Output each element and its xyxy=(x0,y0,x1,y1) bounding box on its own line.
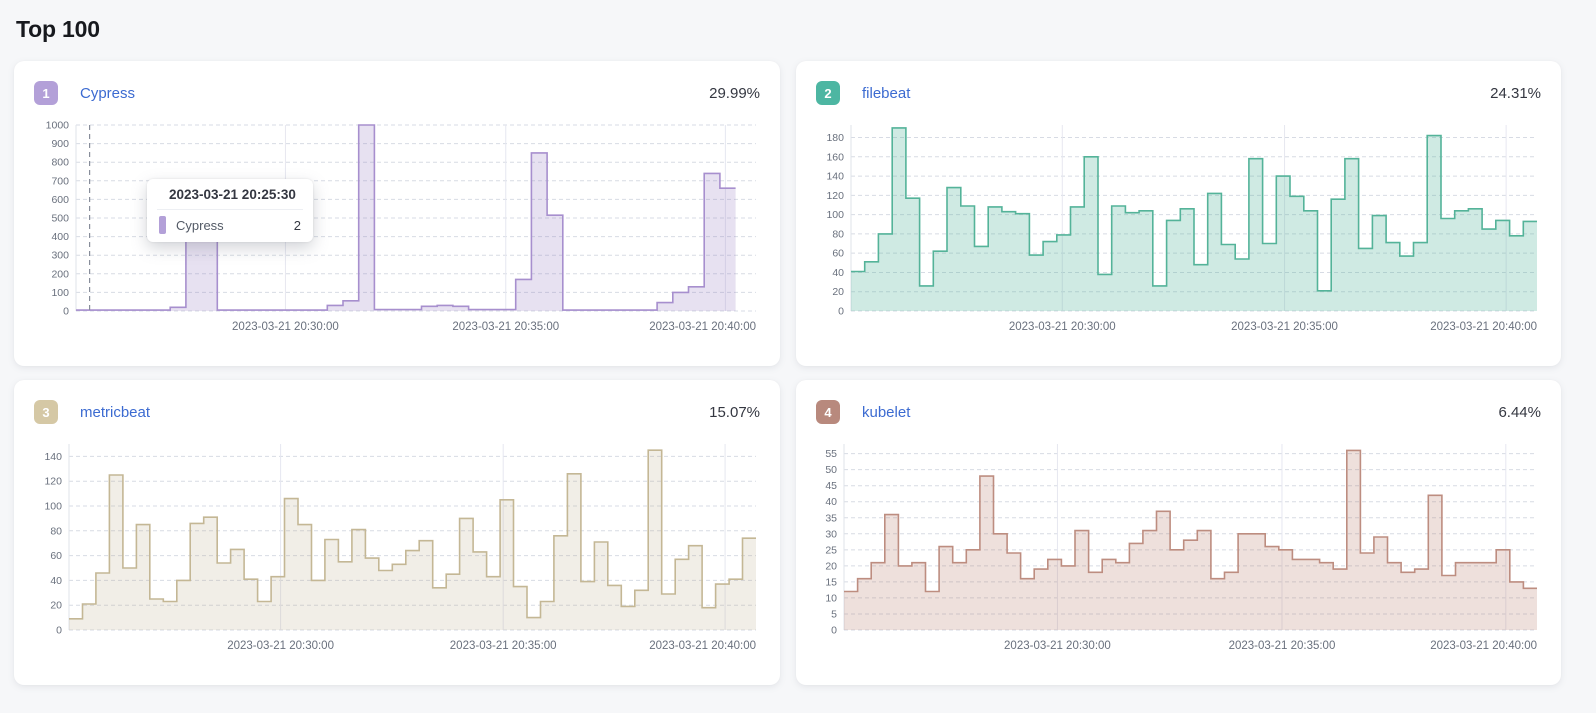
percent-value: 6.44% xyxy=(1498,403,1541,421)
chart-card-cypress: 1 Cypress 29.99% 0 100 200 300 400 500 600 700 8… xyxy=(14,61,780,366)
svg-text:2023-03-21 20:30:00: 2023-03-21 20:30:00 xyxy=(232,321,339,333)
series-link[interactable]: kubelet xyxy=(862,403,911,421)
svg-text:100: 100 xyxy=(44,501,62,513)
svg-text:60: 60 xyxy=(50,550,62,562)
svg-text:80: 80 xyxy=(50,525,62,537)
svg-text:2023-03-21 20:35:00: 2023-03-21 20:35:00 xyxy=(1229,640,1336,652)
svg-text:0: 0 xyxy=(838,306,844,318)
svg-text:40: 40 xyxy=(50,575,62,587)
svg-text:5: 5 xyxy=(831,608,837,620)
svg-text:2023-03-21 20:30:00: 2023-03-21 20:30:00 xyxy=(1004,640,1111,652)
svg-text:2023-03-21 20:40:00: 2023-03-21 20:40:00 xyxy=(1430,640,1537,652)
chart-tooltip: 2023-03-21 20:25:30 Cypress 2 xyxy=(147,179,313,242)
svg-text:2023-03-21 20:40:00: 2023-03-21 20:40:00 xyxy=(1430,321,1537,333)
card-header: 2 filebeat 24.31% xyxy=(816,79,1541,107)
chart-card-kubelet: 4 kubelet 6.44% 0 5 10 15 20 25 30 35 40 45 50 55 20… xyxy=(796,380,1561,685)
svg-text:0: 0 xyxy=(831,625,837,637)
chart-card-metricbeat: 3 metricbeat 15.07% 0 20 40 60 80 100 120 140 20… xyxy=(14,380,780,685)
series-link[interactable]: Cypress xyxy=(80,84,136,102)
svg-text:2023-03-21 20:40:00: 2023-03-21 20:40:00 xyxy=(649,321,756,333)
svg-text:500: 500 xyxy=(51,213,69,225)
series-color-marker xyxy=(159,216,166,234)
percent-value: 24.31% xyxy=(1490,84,1541,102)
svg-text:30: 30 xyxy=(825,528,837,540)
page-title: Top 100 xyxy=(16,16,100,42)
chart-area[interactable]: 0 20 40 60 80 100 120 140 2023-03-21 20:30:00 202… xyxy=(34,438,760,656)
svg-text:100: 100 xyxy=(51,287,69,299)
rank-badge: 1 xyxy=(34,81,58,105)
svg-text:120: 120 xyxy=(826,190,844,202)
svg-text:15: 15 xyxy=(825,576,837,588)
svg-text:300: 300 xyxy=(51,250,69,262)
chart-area[interactable]: 0 100 200 300 400 500 600 700 800 900 1000 2023-03-… xyxy=(34,119,760,337)
svg-text:45: 45 xyxy=(825,480,837,492)
svg-text:160: 160 xyxy=(826,151,844,163)
tooltip-series-name: Cypress xyxy=(176,217,224,233)
card-header: 4 kubelet 6.44% xyxy=(816,398,1541,426)
svg-text:180: 180 xyxy=(826,132,844,144)
svg-text:35: 35 xyxy=(825,512,837,524)
series-link[interactable]: metricbeat xyxy=(80,403,151,421)
card-header: 1 Cypress 29.99% xyxy=(34,79,760,107)
series-link[interactable]: filebeat xyxy=(862,84,911,102)
step-area-chart: 0 20 40 60 80 100 120 140 2023-03-21 20:30:00 202… xyxy=(44,444,756,652)
svg-text:20: 20 xyxy=(50,600,62,612)
svg-text:120: 120 xyxy=(44,476,62,488)
cards-grid: 1 Cypress 29.99% 0 100 200 300 400 500 600 700 8… xyxy=(14,61,1561,685)
svg-text:50: 50 xyxy=(825,464,837,476)
step-area-chart: 0 20 40 60 80 100 120 140 160 180 2023-03-21 20:30… xyxy=(826,125,1537,333)
svg-text:25: 25 xyxy=(825,544,837,556)
tooltip-timestamp: 2023-03-21 20:25:30 xyxy=(157,186,303,210)
step-area-chart: 0 100 200 300 400 500 600 700 800 900 1000 2023-03-… xyxy=(46,120,756,333)
svg-text:600: 600 xyxy=(51,194,69,206)
percent-value: 29.99% xyxy=(709,84,760,102)
svg-text:2023-03-21 20:40:00: 2023-03-21 20:40:00 xyxy=(649,640,756,652)
svg-text:0: 0 xyxy=(63,306,69,318)
svg-text:2023-03-21 20:35:00: 2023-03-21 20:35:00 xyxy=(452,321,559,333)
card-header: 3 metricbeat 15.07% xyxy=(34,398,760,426)
chart-area[interactable]: 0 20 40 60 80 100 120 140 160 180 2023-03-21 20:30… xyxy=(816,119,1541,337)
step-area-chart: 0 5 10 15 20 25 30 35 40 45 50 55 2023-03-21 20:30:0… xyxy=(825,444,1537,652)
svg-text:20: 20 xyxy=(832,286,844,298)
tooltip-series-value: 2 xyxy=(293,217,301,233)
svg-text:400: 400 xyxy=(51,231,69,243)
svg-text:2023-03-21 20:30:00: 2023-03-21 20:30:00 xyxy=(227,640,334,652)
svg-text:900: 900 xyxy=(51,138,69,150)
svg-text:20: 20 xyxy=(825,560,837,572)
svg-text:2023-03-21 20:35:00: 2023-03-21 20:35:00 xyxy=(1231,321,1338,333)
svg-text:140: 140 xyxy=(44,451,62,463)
svg-text:200: 200 xyxy=(51,268,69,280)
percent-value: 15.07% xyxy=(709,403,760,421)
chart-area[interactable]: 0 5 10 15 20 25 30 35 40 45 50 55 2023-03-21 20:30:0… xyxy=(816,438,1541,656)
tooltip-series-row: Cypress 2 xyxy=(157,210,303,234)
rank-badge: 4 xyxy=(816,400,840,424)
svg-text:10: 10 xyxy=(825,592,837,604)
svg-text:60: 60 xyxy=(832,248,844,260)
svg-text:40: 40 xyxy=(832,267,844,279)
svg-text:700: 700 xyxy=(51,175,69,187)
svg-text:55: 55 xyxy=(825,448,837,460)
svg-text:140: 140 xyxy=(826,171,844,183)
svg-text:2023-03-21 20:30:00: 2023-03-21 20:30:00 xyxy=(1009,321,1116,333)
svg-text:2023-03-21 20:35:00: 2023-03-21 20:35:00 xyxy=(450,640,557,652)
rank-badge: 3 xyxy=(34,400,58,424)
rank-badge: 2 xyxy=(816,81,840,105)
svg-text:40: 40 xyxy=(825,496,837,508)
svg-text:800: 800 xyxy=(51,157,69,169)
svg-text:80: 80 xyxy=(832,228,844,240)
svg-text:100: 100 xyxy=(826,209,844,221)
chart-card-filebeat: 2 filebeat 24.31% 0 20 40 60 80 100 120 140 160 1… xyxy=(796,61,1561,366)
svg-text:0: 0 xyxy=(56,625,62,637)
svg-text:1000: 1000 xyxy=(46,120,70,132)
